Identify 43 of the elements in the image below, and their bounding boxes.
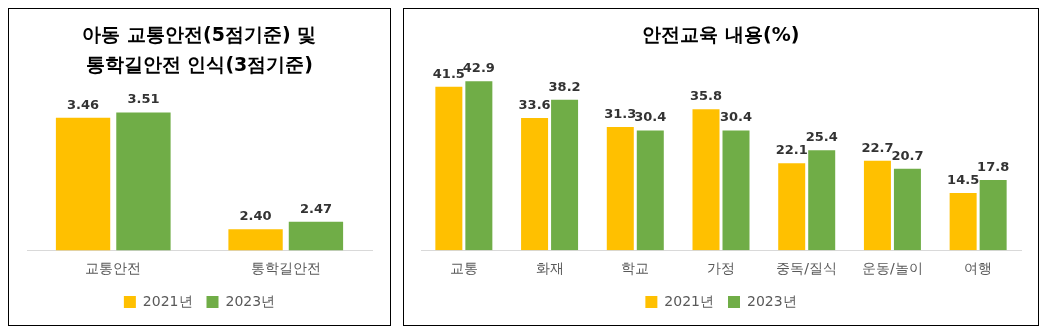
x-tick-label: 중독/질식 [776, 260, 837, 277]
x-tick-label: 운동/놀이 [861, 260, 923, 277]
bar [949, 193, 977, 251]
legend-label: 2021년 [142, 292, 193, 309]
bar [465, 81, 493, 251]
bar [520, 117, 548, 251]
bar [435, 86, 463, 251]
bar [893, 168, 921, 251]
data-label: 35.8 [689, 88, 722, 104]
legend-label: 2023년 [225, 292, 276, 309]
x-tick-label: 학교 [621, 260, 650, 277]
bar [778, 163, 806, 251]
bar [606, 126, 634, 251]
x-tick-label: 교통안전 [85, 260, 142, 277]
bar [979, 180, 1007, 251]
data-label: 17.8 [976, 158, 1010, 174]
data-label: 38.2 [548, 78, 581, 94]
bar [636, 130, 664, 251]
data-label: 25.4 [805, 129, 838, 145]
chart-title: 안전교육 내용(%) [641, 22, 801, 47]
data-label: 2.47 [299, 200, 332, 216]
data-label: 2.40 [239, 208, 272, 224]
x-tick-label: 통학길안전 [250, 260, 321, 277]
data-label: 3.51 [127, 91, 160, 107]
x-tick-label: 교통 [449, 260, 478, 277]
legend-label: 2021년 [664, 292, 714, 309]
data-label: 30.4 [719, 109, 752, 125]
chart-title: 아동 교통안전(5점기준) 및 통학길안전 인식(3점기준) [81, 22, 318, 77]
data-label: 22.1 [775, 142, 808, 158]
data-label: 20.7 [891, 147, 924, 163]
bar [550, 99, 578, 251]
bar [692, 109, 720, 251]
bar [722, 130, 750, 251]
data-label: 3.46 [66, 96, 99, 112]
bar [863, 160, 891, 251]
legend-label: 2023년 [746, 292, 797, 309]
data-label: 30.4 [634, 109, 667, 125]
data-label: 33.6 [518, 96, 551, 112]
bar [808, 150, 836, 251]
x-tick-label: 가정 [706, 260, 735, 277]
x-tick-label: 화재 [535, 260, 564, 277]
data-label: 14.5 [946, 171, 980, 187]
x-tick-label: 여행 [964, 260, 993, 277]
